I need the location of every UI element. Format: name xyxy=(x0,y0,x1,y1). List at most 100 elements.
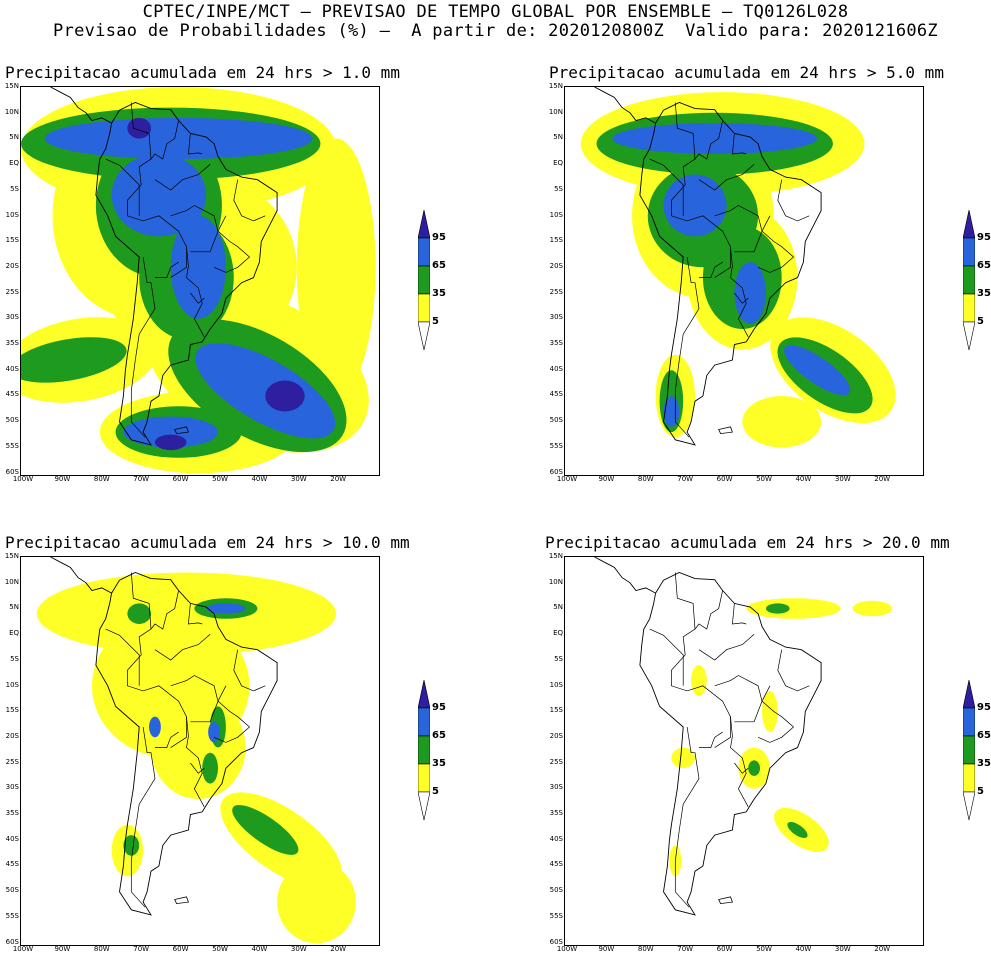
panel-2-map xyxy=(564,86,924,476)
central-america-coastline xyxy=(50,87,112,124)
lon-tick-label: 20W xyxy=(874,475,891,483)
legend-label: 35 xyxy=(977,288,991,299)
lat-tick-label: 35S xyxy=(5,809,19,817)
country-border xyxy=(734,762,749,774)
country-border xyxy=(714,675,763,723)
country-border xyxy=(150,120,179,160)
central-america-coastline xyxy=(594,87,656,124)
lat-tick-label: 15N xyxy=(4,82,19,90)
lat-tick-label: 60S xyxy=(5,937,19,946)
country-border xyxy=(699,261,723,278)
lat-tick-label: 45S xyxy=(549,390,563,399)
legend-label: 95 xyxy=(432,702,446,713)
lat-tick-label: 5N xyxy=(9,603,19,612)
lat-tick-label: EQ xyxy=(9,159,19,168)
legend-label: 35 xyxy=(432,758,446,769)
lat-tick-label: 35S xyxy=(549,809,563,817)
lon-tick-label: 60W xyxy=(716,475,733,483)
lat-tick-label: 10S xyxy=(5,680,19,689)
lat-tick-label: 5S xyxy=(10,654,19,663)
lat-tick-label: 20S xyxy=(5,731,19,740)
lat-tick-label: 40S xyxy=(549,364,563,373)
lat-tick-label: 20S xyxy=(549,731,563,740)
lon-tick-label: 90W xyxy=(598,945,615,953)
central-america-coastline xyxy=(50,557,112,594)
lon-tick-label: 20W xyxy=(330,475,347,483)
lon-tick-label: 40W xyxy=(251,945,268,953)
country-border xyxy=(130,256,156,438)
lat-tick-label: 15S xyxy=(549,706,563,715)
lat-tick-label: 15S xyxy=(5,236,19,245)
legend-colorbar xyxy=(962,209,976,351)
country-border xyxy=(190,292,205,304)
lon-tick-label: 30W xyxy=(834,945,851,953)
legend-label: 95 xyxy=(432,232,446,243)
country-border xyxy=(130,726,156,908)
lon-tick-label: 80W xyxy=(637,945,654,953)
country-border xyxy=(734,292,749,304)
lat-tick-label: 50S xyxy=(5,886,19,895)
country-border xyxy=(671,572,749,807)
country-border xyxy=(757,215,795,273)
country-border xyxy=(671,102,749,337)
panel-3-title: Precipitacao acumulada em 24 hrs > 10.0 … xyxy=(5,533,410,552)
country-border xyxy=(699,731,723,748)
country-border xyxy=(105,158,140,216)
south-america-coastline xyxy=(639,102,822,446)
country-border xyxy=(150,590,179,630)
legend-label: 5 xyxy=(977,316,984,327)
legend-label: 5 xyxy=(977,786,984,797)
panel-3-legend: 95 65 35 5 xyxy=(417,679,478,830)
country-border xyxy=(674,726,700,908)
lat-tick-label: 5S xyxy=(554,184,563,193)
panel-3-map xyxy=(20,556,380,946)
map-canvas xyxy=(21,87,376,474)
lat-tick-label: 30S xyxy=(549,783,563,792)
lat-tick-label: 10N xyxy=(548,577,563,586)
lat-tick-label: 30S xyxy=(549,313,563,322)
lat-tick-label: 25S xyxy=(549,757,563,766)
lat-tick-label: 55S xyxy=(5,911,19,920)
lon-tick-label: 50W xyxy=(756,475,772,483)
main-title: CPTEC/INPE/MCT — PREVISAO DE TEMPO GLOBA… xyxy=(142,2,849,22)
lon-tick-label: 100W xyxy=(556,475,578,483)
country-border xyxy=(233,649,266,692)
legend-label: 65 xyxy=(977,260,991,271)
lon-tick-label: 90W xyxy=(54,945,71,953)
panel-4-legend: 95 65 35 5 xyxy=(962,679,991,830)
legend-label: 65 xyxy=(977,730,991,741)
country-border xyxy=(127,572,205,807)
country-border xyxy=(674,256,700,438)
legend-label: 65 xyxy=(432,730,446,741)
lat-tick-label: 10S xyxy=(5,210,19,219)
falklands-outline xyxy=(718,426,733,435)
lat-tick-label: EQ xyxy=(553,629,563,638)
lat-tick-label: 40S xyxy=(5,364,19,373)
lon-tick-label: 90W xyxy=(54,475,71,483)
lat-tick-label: 5S xyxy=(10,184,19,193)
lon-tick-label: 80W xyxy=(637,475,654,483)
lon-tick-label: 100W xyxy=(12,475,34,483)
country-border xyxy=(649,628,684,686)
lon-tick-label: 60W xyxy=(716,945,733,953)
country-border xyxy=(105,628,140,686)
panel-2-legend: 95 65 35 5 xyxy=(962,209,991,360)
lat-tick-label: 5N xyxy=(553,133,563,142)
lon-tick-label: 30W xyxy=(290,475,307,483)
legend-colorbar xyxy=(417,209,431,351)
legend-label: 35 xyxy=(977,758,991,769)
country-border xyxy=(714,716,731,748)
lat-tick-label: 40S xyxy=(5,834,19,843)
lat-tick-label: 25S xyxy=(5,757,19,766)
country-border xyxy=(154,164,211,191)
lat-tick-label: 20S xyxy=(5,261,19,270)
lat-tick-label: 60S xyxy=(549,467,563,476)
lat-tick-label: 60S xyxy=(549,937,563,946)
south-america-coastline xyxy=(95,102,278,446)
map-canvas xyxy=(36,557,356,944)
country-border xyxy=(233,179,266,222)
panel-4-title: Precipitacao acumulada em 24 hrs > 20.0 … xyxy=(545,533,950,552)
legend-label: 65 xyxy=(432,260,446,271)
lat-tick-label: 10S xyxy=(549,210,563,219)
lon-tick-label: 60W xyxy=(172,475,189,483)
